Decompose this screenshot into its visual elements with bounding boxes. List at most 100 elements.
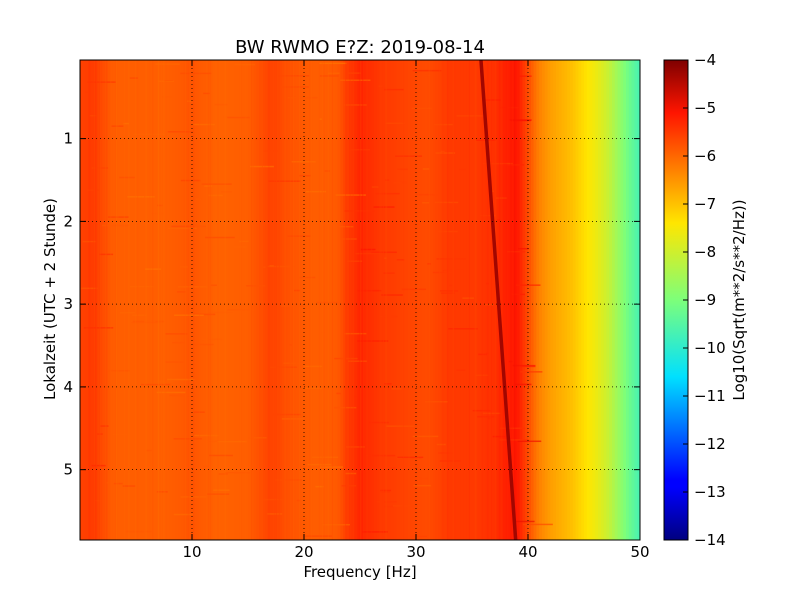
heatmap-speckle <box>125 530 152 533</box>
heatmap-speckle <box>303 402 307 405</box>
heatmap-speckle <box>440 150 445 153</box>
heatmap-cell <box>315 60 319 540</box>
heatmap-cell <box>259 60 263 540</box>
heatmap-cell <box>354 60 358 540</box>
heatmap-streak <box>149 60 151 540</box>
heatmap-speckle <box>177 291 186 293</box>
heatmap-streak <box>193 60 195 540</box>
heatmap-speckle <box>83 327 114 329</box>
heatmap-speckle <box>156 391 186 394</box>
heatmap-speckle <box>267 265 295 268</box>
heatmap-speckle <box>336 392 341 395</box>
heatmap-speckle <box>413 484 432 487</box>
heatmap-speckle <box>316 301 340 304</box>
heatmap-speckle <box>518 247 529 250</box>
heatmap-speckle <box>302 535 332 537</box>
heatmap-cell <box>200 60 204 540</box>
heatmap-cell <box>525 60 529 540</box>
heatmap-speckle <box>146 449 152 452</box>
heatmap-cell <box>637 60 640 540</box>
heatmap-speckle <box>247 437 267 439</box>
heatmap-cell <box>404 60 409 540</box>
heatmap-cell <box>486 60 490 540</box>
heatmap-speckle <box>448 328 478 330</box>
colorbar-tick-label: −6 <box>694 147 716 165</box>
heatmap-streak <box>417 60 419 540</box>
heatmap-streak <box>331 60 333 540</box>
heatmap-speckle <box>434 201 459 204</box>
heatmap-streak <box>509 60 511 540</box>
heatmap-speckle <box>456 369 466 371</box>
heatmap-speckle <box>523 523 553 526</box>
heatmap-cell <box>505 60 509 540</box>
heatmap-streak <box>447 60 449 540</box>
heatmap-streak <box>452 60 454 540</box>
heatmap-cell <box>152 60 157 540</box>
heatmap-speckle <box>379 489 392 492</box>
heatmap-speckle <box>385 179 390 181</box>
heatmap-streak <box>144 60 146 540</box>
heatmap-cell <box>150 60 154 540</box>
drifting-line <box>479 60 518 540</box>
heatmap-streak <box>345 60 347 540</box>
heatmap-streak <box>184 60 186 540</box>
heatmap-speckle <box>287 96 318 99</box>
heatmap-speckle <box>195 198 202 200</box>
heatmap-speckle <box>224 471 251 474</box>
heatmap-speckle <box>346 260 363 262</box>
heatmap-cell <box>592 60 596 540</box>
heatmap-speckle <box>335 194 366 196</box>
heatmap-speckle <box>348 360 367 362</box>
heatmap-cell <box>458 60 462 540</box>
heatmap-cell <box>609 60 613 540</box>
heatmap-cell <box>357 60 361 540</box>
heatmap-speckle <box>380 505 395 508</box>
y-tick-label: 4 <box>63 378 73 396</box>
heatmap-speckle <box>349 148 370 151</box>
heatmap-cell <box>113 60 117 540</box>
heatmap-speckle <box>275 479 302 481</box>
heatmap-streak <box>321 60 323 540</box>
heatmap-cell <box>295 60 299 540</box>
heatmap-streak <box>268 60 270 540</box>
heatmap-cell <box>430 60 434 540</box>
heatmap-speckle <box>180 179 201 182</box>
heatmap-cell <box>606 60 610 540</box>
heatmap-streak <box>453 60 455 540</box>
heatmap-cell <box>96 60 101 540</box>
x-tick-label: 10 <box>182 543 201 561</box>
heatmap-cell <box>250 60 255 540</box>
heatmap-cell <box>553 60 557 540</box>
heatmap-speckle <box>119 176 135 179</box>
heatmap-speckle <box>483 99 501 101</box>
heatmap-speckle <box>324 170 330 172</box>
heatmap-streak <box>144 60 146 540</box>
heatmap-cell <box>320 60 325 540</box>
heatmap-cell <box>438 60 442 540</box>
heatmap-speckle <box>180 496 207 498</box>
heatmap-streak <box>383 60 385 540</box>
heatmap-streak <box>241 60 243 540</box>
heatmap-speckle <box>122 485 136 487</box>
heatmap-cell <box>242 60 246 540</box>
heatmap-speckle <box>517 440 542 443</box>
heatmap-cell <box>312 60 316 540</box>
heatmap-streak <box>362 60 364 540</box>
heatmap-speckle <box>245 285 266 287</box>
heatmap-speckle <box>165 361 184 363</box>
heatmap-speckle <box>91 464 106 467</box>
heatmap-speckle <box>365 454 396 457</box>
heatmap-speckle <box>482 412 501 415</box>
heatmap-speckle <box>174 314 204 316</box>
heatmap-speckle <box>397 456 424 459</box>
heatmap-streak <box>430 60 432 540</box>
heatmap-cell <box>239 60 243 540</box>
heatmap-cell <box>262 60 266 540</box>
heatmap-speckle <box>85 91 90 93</box>
heatmap-speckle <box>278 75 310 77</box>
heatmap-cell <box>290 60 294 540</box>
heatmap-speckle <box>343 104 367 106</box>
heatmap-speckle <box>519 365 536 368</box>
heatmap-cell <box>80 60 84 540</box>
heatmap-streak <box>95 60 97 540</box>
